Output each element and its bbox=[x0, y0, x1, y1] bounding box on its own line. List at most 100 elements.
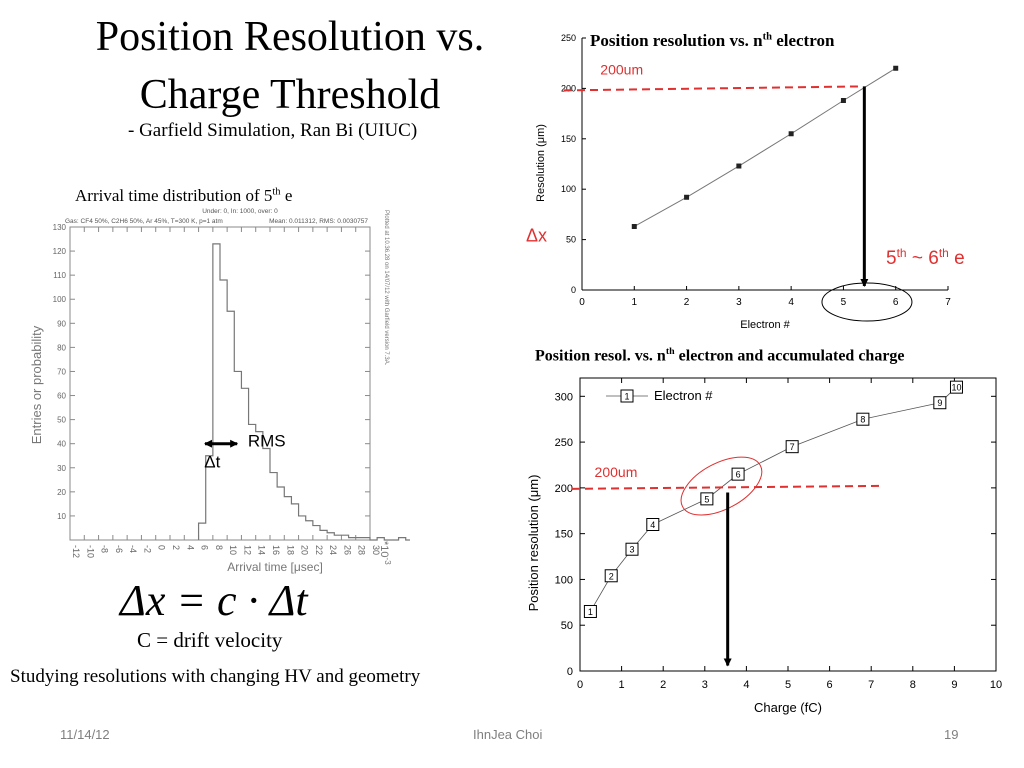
res-electron-label-part: th bbox=[939, 246, 949, 260]
histogram-x-tick-label: 24 bbox=[328, 545, 338, 555]
chg-x-tick-label: 9 bbox=[951, 679, 957, 691]
res-x-axis-label: Electron # bbox=[740, 319, 790, 331]
footer-page: 19 bbox=[944, 727, 959, 742]
res-y-axis-label: Resolution (μm) bbox=[535, 124, 547, 202]
chg-y-tick-label: 250 bbox=[555, 437, 573, 449]
chg-y-tick-label: 0 bbox=[567, 666, 573, 678]
histogram-y-axis-label: Entries or probability bbox=[29, 325, 44, 444]
chg-x-tick-label: 5 bbox=[785, 679, 791, 691]
chg-y-axis-label: Position resolution (μm) bbox=[526, 475, 541, 612]
resolution-chart: 0 50 100 150 200 250 0 1 2 3 4 5 6 7 Resolution (μm) El… bbox=[526, 33, 965, 331]
res-x-tick-label: 0 bbox=[579, 297, 585, 308]
chg-point bbox=[604, 569, 618, 583]
histogram-frame bbox=[69, 226, 371, 541]
chart2-title-end: electron bbox=[771, 31, 835, 50]
histogram-series bbox=[197, 243, 410, 541]
res-dx-label: Δx bbox=[526, 226, 547, 246]
drift-velocity-note: C = drift velocity bbox=[137, 628, 283, 652]
chg-x-tick-label: 3 bbox=[702, 679, 708, 691]
histogram-x-exponent-power: -3 bbox=[383, 558, 392, 566]
footer-author: IhnJea Choi bbox=[473, 727, 543, 742]
res-electron-label-part: th bbox=[897, 246, 907, 260]
chart2-title-text: Position resolution vs. n bbox=[590, 31, 763, 50]
histogram-y-tick-label: 20 bbox=[57, 488, 66, 497]
histogram-x-tick-label: -12 bbox=[71, 545, 81, 558]
histogram-header-line2: Gas: CF4 50%, C2H6 50%, Ar 45%, T=300 K,… bbox=[65, 218, 223, 225]
slide-title: Position Resolution vs. Charge Threshold bbox=[40, 8, 540, 124]
histogram-y-tick-label: 90 bbox=[57, 319, 66, 328]
res-x-tick-label: 1 bbox=[632, 297, 638, 308]
histogram-x-tick-label: 16 bbox=[271, 545, 281, 555]
arrival-caption: Arrival time distribution of 5th e bbox=[75, 186, 292, 206]
chg-y-tick-label: 150 bbox=[555, 529, 573, 541]
res-electron-label-part: e bbox=[949, 248, 965, 269]
rms-label: RMS bbox=[248, 432, 286, 451]
res-x-tick-label: 6 bbox=[893, 297, 899, 308]
res-electron-label: 5th ~ 6th e bbox=[886, 246, 965, 269]
res-y-tick-label: 100 bbox=[561, 184, 576, 194]
res-x-tick-label: 4 bbox=[788, 297, 794, 308]
chg-y-tick-label: 300 bbox=[555, 391, 573, 403]
chg-y-tick-label: 200 bbox=[555, 483, 573, 495]
histogram-x-tick-label: 14 bbox=[257, 545, 267, 555]
chg-x-tick-label: 4 bbox=[743, 679, 749, 691]
histogram-chart: Under: 0, In: 1000, over: 0 Gas: CF4 50%,… bbox=[29, 208, 410, 574]
res-point bbox=[840, 97, 846, 103]
dt-label: Δt bbox=[204, 453, 220, 472]
chg-y-tick-label: 100 bbox=[555, 574, 573, 586]
slide-subtitle: - Garfield Simulation, Ran Bi (UIUC) bbox=[128, 120, 418, 141]
res-point bbox=[893, 65, 899, 71]
chg-point-label: 1 bbox=[588, 607, 593, 617]
histogram-x-tick-label: 18 bbox=[285, 545, 295, 555]
title-line-1: Position Resolution vs. bbox=[95, 14, 485, 60]
chg-point-label: 7 bbox=[790, 442, 795, 452]
res-x-tick-label: 3 bbox=[736, 297, 742, 308]
chg-point-label: 10 bbox=[951, 383, 961, 393]
chg-legend-marker-label: 1 bbox=[624, 392, 629, 402]
res-point bbox=[684, 194, 690, 200]
res-x-tick-label: 2 bbox=[684, 297, 690, 308]
studying-note: Studying resolutions with changing HV an… bbox=[10, 666, 421, 687]
res-y-tick-label: 150 bbox=[561, 134, 576, 144]
histogram-y-tick-label: 70 bbox=[57, 367, 66, 376]
chg-series-line bbox=[590, 386, 957, 612]
histogram-x-tick-label: 6 bbox=[200, 545, 210, 550]
chg-point-label: 5 bbox=[704, 494, 709, 504]
histogram-x-tick-label: -6 bbox=[114, 545, 124, 553]
title-line-2: Charge Threshold bbox=[139, 72, 441, 118]
chg-point-label: 4 bbox=[650, 520, 655, 530]
chart3-title-end: electron and accumulated charge bbox=[674, 347, 905, 365]
histogram-y-tick-label: 110 bbox=[53, 271, 66, 280]
histogram-x-tick-label: -2 bbox=[142, 545, 152, 553]
histogram-y-tick-label: 60 bbox=[57, 392, 66, 401]
histogram-x-axis-label: Arrival time [μsec] bbox=[227, 560, 323, 574]
histogram-x-exponent: *10-3 bbox=[378, 541, 392, 565]
chg-x-axis-label: Charge (fC) bbox=[754, 700, 822, 715]
arrival-caption-text: Arrival time distribution of 5 bbox=[75, 186, 273, 205]
res-threshold-label: 200um bbox=[600, 61, 643, 77]
chg-point bbox=[949, 380, 963, 394]
res-y-tick-label: 250 bbox=[561, 33, 576, 43]
formula: Δx = c · Δt bbox=[120, 576, 308, 625]
histogram-y-tick-label: 80 bbox=[57, 343, 66, 352]
res-y-tick-label: 200 bbox=[561, 83, 576, 93]
chg-x-tick-label: 2 bbox=[660, 679, 666, 691]
chg-point-label: 8 bbox=[860, 415, 865, 425]
chg-frame bbox=[579, 377, 997, 672]
histogram-x-tick-label: 20 bbox=[300, 545, 310, 555]
chart3-title-text: Position resol. vs. n bbox=[535, 347, 666, 365]
arrival-caption-sup: th bbox=[272, 186, 281, 198]
chg-point bbox=[583, 604, 597, 618]
histogram-y-tick-label: 30 bbox=[57, 464, 66, 473]
histogram-y-tick-label: 50 bbox=[57, 416, 66, 425]
chart2-title: Position resolution vs. nth electron bbox=[590, 31, 834, 51]
res-x-tick-label: 7 bbox=[945, 297, 951, 308]
histogram-x-tick-label: 10 bbox=[228, 545, 238, 555]
chg-threshold-ellipse bbox=[680, 456, 763, 516]
res-y-tick-label: 50 bbox=[566, 235, 576, 245]
histogram-x-tick-label: 8 bbox=[214, 545, 224, 550]
histogram-x-tick-label: 22 bbox=[314, 545, 324, 555]
chg-point bbox=[856, 412, 870, 426]
chg-point-label: 6 bbox=[736, 470, 741, 480]
histogram-header-line3: Mean: 0.011312, RMS: 0.0030757 bbox=[269, 218, 368, 225]
